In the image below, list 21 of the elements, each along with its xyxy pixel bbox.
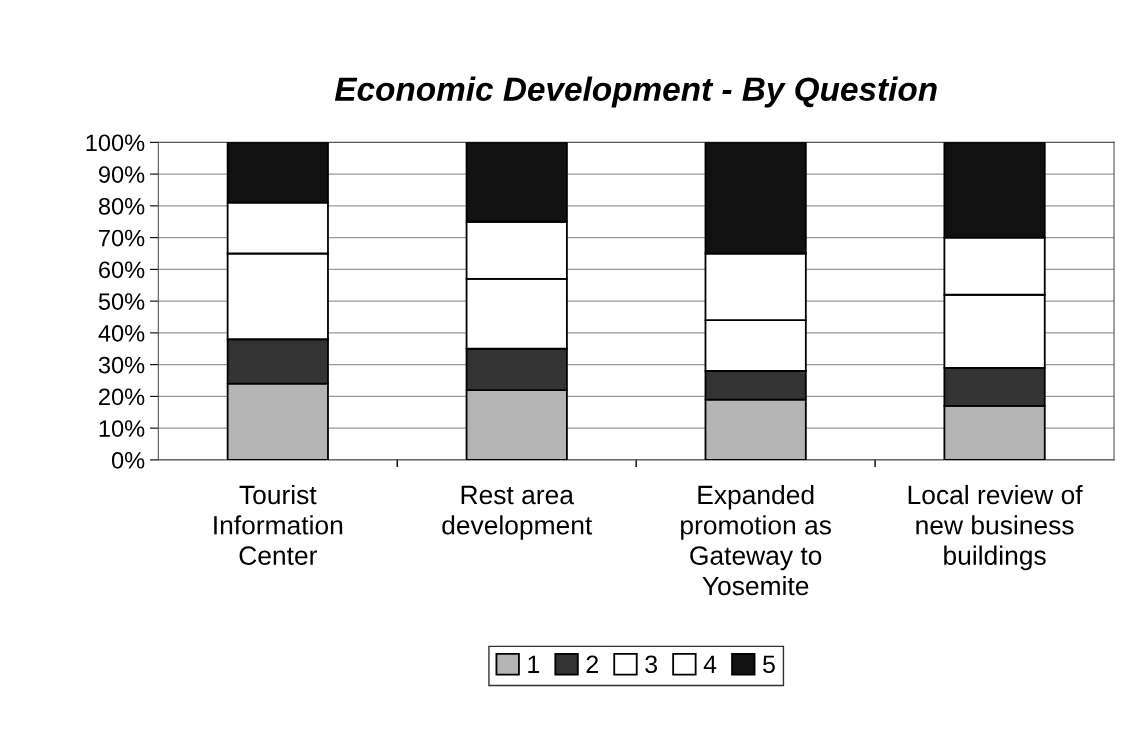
y-tick-label: 10% [99, 420, 145, 437]
chart-title: Economic Development - By Question [334, 76, 937, 108]
legend-label: 2 [586, 655, 598, 673]
x-tick-label: Rest area development [442, 485, 593, 540]
x-tick-label: Local review of new business buildings [908, 484, 1083, 571]
y-tick-label: 100% [86, 134, 145, 152]
y-tick-label: 90% [99, 166, 145, 183]
legend-label: 4 [703, 655, 717, 673]
x-tick-label: Tourist Information Center [214, 484, 343, 565]
legend-label: 5 [763, 655, 775, 674]
y-tick-label: 20% [99, 388, 145, 406]
y-tick-label: 80% [98, 197, 145, 215]
y-tick-label: 70% [99, 229, 145, 247]
y-tick-label: 60% [99, 261, 145, 279]
legend-label: 3 [645, 655, 658, 674]
y-tick-label: 30% [98, 356, 145, 374]
legend-label: 1 [528, 655, 540, 673]
y-tick-label: 50% [98, 293, 145, 310]
y-tick-label: 40% [98, 324, 145, 342]
y-tick-label: 0% [111, 451, 145, 469]
x-tick-label: Expanded promotion as Gateway to Yosemite [681, 484, 831, 596]
